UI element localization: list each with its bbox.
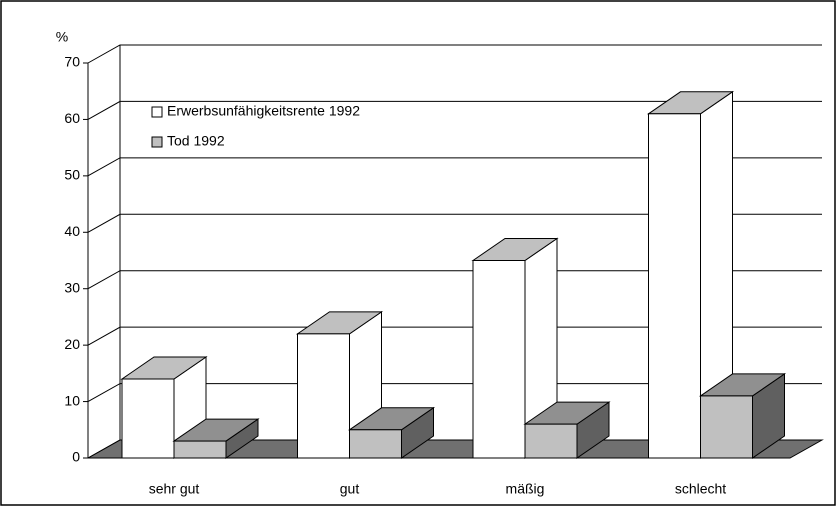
legend-swatch [151, 136, 163, 148]
y-tick-label: 10 [64, 392, 80, 408]
grid-line [87, 383, 822, 403]
y-tick-label: 0 [72, 449, 80, 465]
y-tick-label: 20 [64, 336, 80, 352]
grid-line [87, 157, 822, 177]
bar [173, 440, 227, 459]
bar [349, 429, 402, 459]
bar [648, 113, 701, 459]
grid-line [87, 326, 822, 346]
x-tick-label: schlecht [675, 481, 726, 497]
y-tick-label: 30 [64, 279, 80, 295]
y-tick-label: 70 [64, 54, 80, 70]
grid-line [87, 100, 822, 120]
x-tick-label: mäßig [506, 481, 545, 497]
legend-label: Erwerbsunfähigkeitsrente 1992 [167, 103, 360, 119]
y-tick-label: 50 [64, 167, 80, 183]
bar [700, 395, 753, 459]
grid-line [87, 270, 822, 290]
bar [524, 423, 578, 459]
bar [297, 333, 350, 459]
y-axis-label: % [56, 29, 68, 45]
bar [121, 378, 175, 459]
legend-swatch [151, 106, 163, 118]
y-tick-label: 60 [64, 110, 80, 126]
grid-line [87, 44, 822, 64]
x-tick-label: gut [340, 481, 360, 497]
bar [472, 260, 526, 459]
legend-label: Tod 1992 [167, 133, 225, 149]
grid-line [87, 213, 822, 233]
y-tick-label: 40 [64, 223, 80, 239]
x-tick-label: sehr gut [149, 481, 200, 497]
